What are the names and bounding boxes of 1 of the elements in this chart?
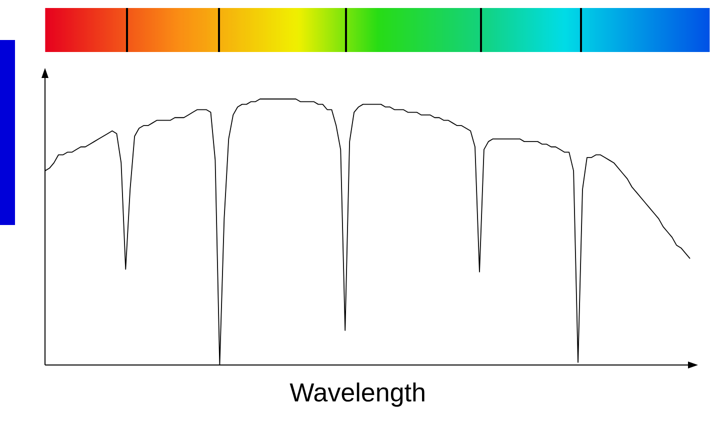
x-axis-title: Wavelength <box>290 382 424 407</box>
